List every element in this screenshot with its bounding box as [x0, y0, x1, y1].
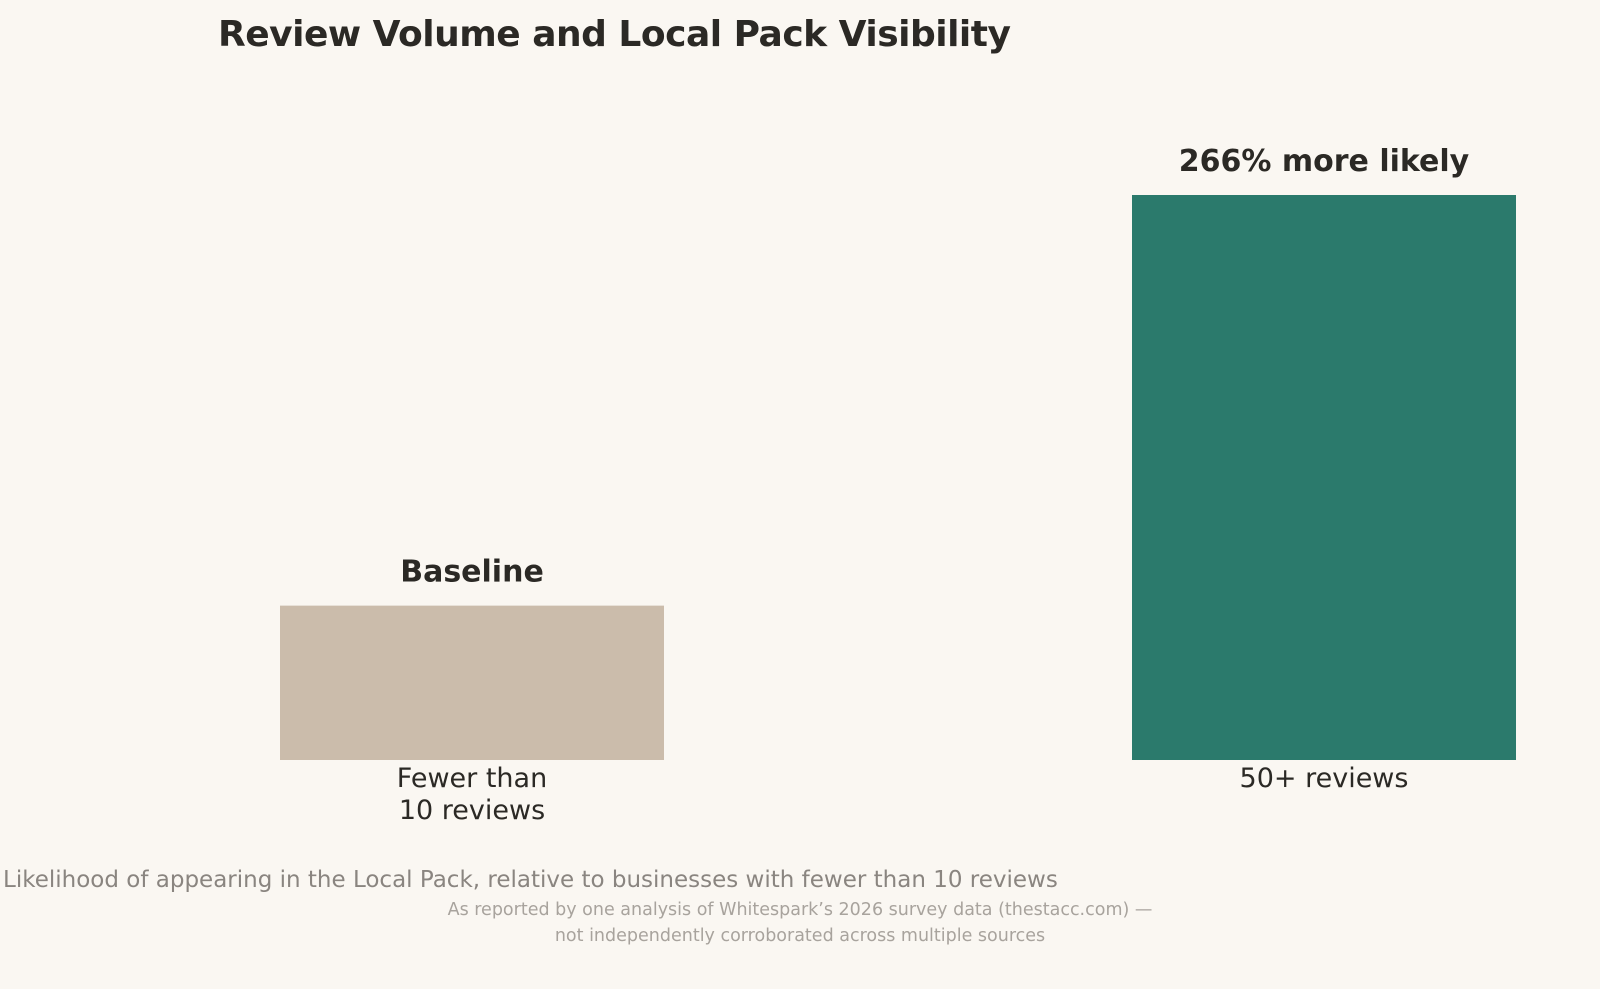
data-label-2: 266% more likely [1179, 144, 1470, 179]
bar-2 [1132, 195, 1516, 760]
chart-title: Review Volume and Local Pack Visibility [218, 14, 1011, 55]
bar-1 [280, 605, 664, 760]
source-note-line-2: not independently corroborated across mu… [554, 926, 1046, 946]
category-label-2-line-1: 50+ reviews [1240, 763, 1409, 794]
data-label-1: Baseline [400, 555, 544, 590]
source-note-line-1: As reported by one analysis of Whitespar… [447, 900, 1153, 920]
category-label-1-line-1: Fewer than [397, 763, 547, 794]
category-label-1-line-2: 10 reviews [399, 795, 545, 826]
chart-caption: Likelihood of appearing in the Local Pac… [3, 867, 1058, 893]
